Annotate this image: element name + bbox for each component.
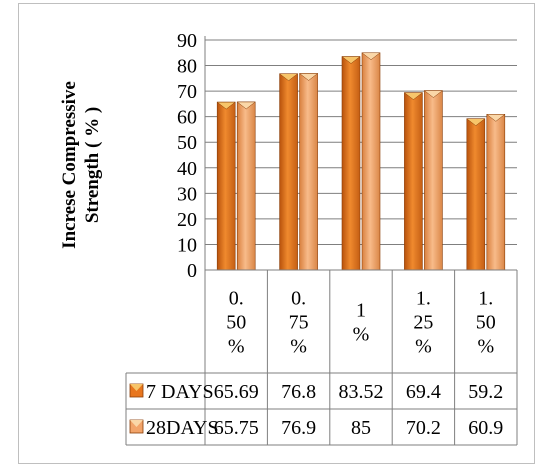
bar: [279, 73, 298, 271]
x-tick-label: %: [290, 336, 307, 358]
x-tick-label: 75: [289, 312, 309, 334]
x-tick-label: 1.: [416, 288, 431, 310]
bar: [236, 101, 256, 271]
data-label: 59.2: [468, 381, 503, 403]
x-tick-label: %: [228, 336, 245, 358]
bar: [404, 92, 423, 271]
bar: [299, 73, 318, 271]
bar-cap: [278, 73, 299, 82]
bar-cap: [361, 52, 381, 61]
x-tick-label: 50: [476, 312, 496, 334]
bar-cap: [403, 92, 424, 100]
x-tick-label: 25: [413, 312, 433, 334]
bar-cap: [466, 118, 486, 127]
x-tick-label: 0.: [229, 288, 244, 310]
bar: [486, 114, 506, 271]
data-label: 65.75: [214, 417, 259, 439]
data-label: 85: [351, 417, 371, 439]
chart-border: [18, 3, 535, 464]
y-tick-label: 60: [177, 107, 197, 129]
x-tick-label: %: [353, 324, 370, 346]
bar: [341, 56, 361, 271]
x-tick-label: 1.: [478, 288, 493, 310]
legend-label: 28DAYS: [146, 417, 219, 439]
y-tick-label: 40: [177, 158, 197, 180]
legend-label: 7 DAYS: [146, 381, 214, 403]
bar-cap: [236, 101, 256, 110]
bar-cap: [298, 73, 319, 81]
bar-cap: [486, 114, 506, 122]
data-label: 76.8: [281, 381, 316, 403]
legend-key-cap: [130, 384, 143, 391]
y-tick-label: 80: [177, 56, 197, 78]
x-tick-label: 0.: [291, 288, 306, 310]
y-tick-label: 30: [177, 183, 197, 205]
bar-cap: [341, 56, 361, 64]
y-tick-label: 0: [187, 260, 197, 282]
bar: [216, 101, 236, 271]
legend-key-cap: [130, 420, 143, 427]
y-tick-label: 90: [177, 30, 197, 52]
bar-cap: [423, 90, 444, 98]
x-tick-label: 50: [226, 312, 246, 334]
data-label: 60.9: [468, 417, 503, 439]
y-tick-label: 50: [177, 132, 197, 154]
y-tick-label: 10: [177, 234, 197, 256]
bar-cap: [216, 101, 236, 110]
bar: [466, 118, 486, 271]
data-label: 65.69: [214, 381, 259, 403]
x-tick-label: 1: [356, 300, 366, 322]
data-label: 69.4: [406, 381, 441, 403]
bar: [361, 52, 381, 271]
y-tick-label: 70: [177, 81, 197, 103]
y-tick-label: 20: [177, 209, 197, 231]
data-label: 70.2: [406, 417, 441, 439]
bar: [424, 90, 443, 271]
y-axis-label: Increse Compressive Strength ( % ): [59, 81, 103, 249]
x-tick-label: %: [477, 336, 494, 358]
data-label: 83.52: [339, 381, 384, 403]
x-tick-label: %: [415, 336, 432, 358]
data-label: 76.9: [281, 417, 316, 439]
